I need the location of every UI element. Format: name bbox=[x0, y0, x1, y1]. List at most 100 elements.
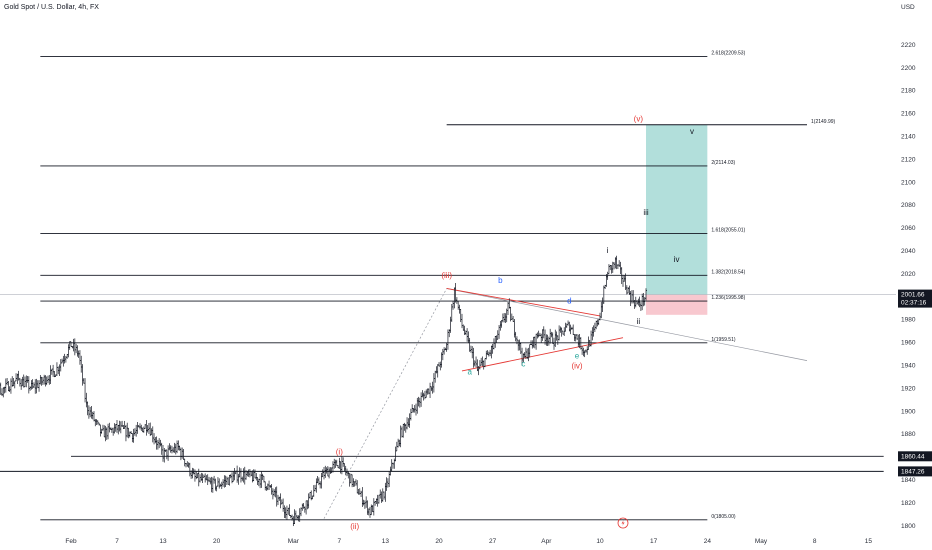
candle bbox=[528, 344, 531, 358]
x-tick-label: 8 bbox=[813, 538, 817, 545]
candle bbox=[432, 373, 435, 393]
candle bbox=[12, 377, 15, 387]
candle bbox=[259, 474, 262, 489]
candle bbox=[357, 489, 360, 495]
level-label: 1.382(2018.54) bbox=[711, 269, 745, 275]
candle bbox=[117, 424, 120, 435]
candle bbox=[151, 426, 154, 443]
candle bbox=[95, 419, 98, 425]
lightning-icon bbox=[621, 520, 625, 526]
candle bbox=[126, 422, 129, 438]
x-tick-label: 24 bbox=[704, 538, 712, 545]
candle bbox=[331, 461, 334, 473]
candle bbox=[123, 420, 126, 429]
candle bbox=[225, 476, 228, 485]
candle bbox=[13, 380, 16, 389]
candle bbox=[393, 458, 396, 469]
candle bbox=[362, 499, 365, 506]
candle bbox=[457, 300, 460, 310]
candle bbox=[540, 333, 543, 343]
candle bbox=[586, 346, 589, 355]
candle bbox=[94, 418, 97, 427]
candle bbox=[187, 462, 190, 468]
candle bbox=[214, 478, 217, 491]
candle bbox=[464, 330, 467, 335]
candle bbox=[155, 436, 158, 450]
candle bbox=[247, 469, 250, 477]
y-tick-label: 1840 bbox=[901, 477, 916, 484]
candle bbox=[206, 474, 209, 486]
candle bbox=[317, 477, 320, 486]
wave-label: i bbox=[607, 246, 609, 255]
candle bbox=[208, 476, 210, 483]
candle bbox=[112, 427, 115, 436]
candle bbox=[16, 373, 19, 385]
candle bbox=[328, 467, 331, 479]
candle bbox=[7, 380, 10, 392]
candle bbox=[228, 474, 231, 486]
candle bbox=[316, 475, 319, 484]
candle bbox=[363, 500, 366, 509]
candle bbox=[22, 374, 25, 388]
y-tick-label: 1820 bbox=[901, 500, 916, 507]
candle bbox=[40, 376, 43, 386]
candle bbox=[314, 484, 317, 492]
candle bbox=[496, 330, 499, 340]
candle bbox=[279, 493, 282, 509]
candle bbox=[596, 319, 599, 327]
candle bbox=[73, 338, 76, 356]
candle bbox=[63, 353, 66, 364]
candle bbox=[554, 329, 557, 347]
y-tick-label: 1920 bbox=[901, 385, 916, 392]
candle bbox=[494, 335, 497, 348]
level-label: 0(1805.00) bbox=[711, 514, 736, 520]
candle bbox=[409, 408, 412, 421]
candle bbox=[21, 376, 24, 387]
trend-line bbox=[446, 288, 601, 317]
candle bbox=[542, 326, 545, 339]
candle bbox=[545, 334, 548, 346]
candle bbox=[380, 491, 383, 503]
candle bbox=[288, 504, 291, 516]
candle bbox=[549, 328, 552, 344]
candles bbox=[0, 255, 647, 527]
candle bbox=[370, 504, 373, 516]
candle bbox=[293, 509, 296, 525]
candle bbox=[600, 301, 603, 319]
candle bbox=[222, 479, 225, 487]
candle bbox=[592, 325, 595, 337]
candle bbox=[156, 439, 159, 450]
candle bbox=[351, 474, 354, 488]
candle bbox=[560, 327, 563, 337]
candle bbox=[188, 462, 191, 477]
candle bbox=[342, 457, 345, 467]
candle bbox=[67, 344, 70, 358]
candle bbox=[301, 503, 304, 511]
candle bbox=[26, 375, 29, 383]
candle bbox=[569, 324, 572, 335]
candle bbox=[142, 426, 145, 433]
candle bbox=[93, 411, 95, 422]
candle bbox=[89, 406, 92, 418]
candle bbox=[82, 378, 85, 384]
y-tick-label: 1960 bbox=[901, 340, 916, 347]
candle bbox=[178, 445, 181, 451]
candle bbox=[466, 328, 469, 342]
candle bbox=[629, 291, 632, 306]
candle bbox=[559, 326, 562, 333]
candle bbox=[384, 482, 387, 502]
level-label: 2.618(2209.53) bbox=[711, 51, 745, 57]
candle bbox=[613, 262, 616, 270]
candle bbox=[80, 355, 83, 373]
candle bbox=[220, 481, 223, 490]
candle bbox=[62, 355, 65, 367]
candle bbox=[452, 301, 455, 310]
candle bbox=[292, 516, 295, 527]
candle bbox=[36, 380, 39, 389]
candle bbox=[369, 506, 371, 518]
candle bbox=[210, 476, 213, 493]
candle bbox=[39, 375, 42, 385]
candle bbox=[145, 420, 148, 436]
